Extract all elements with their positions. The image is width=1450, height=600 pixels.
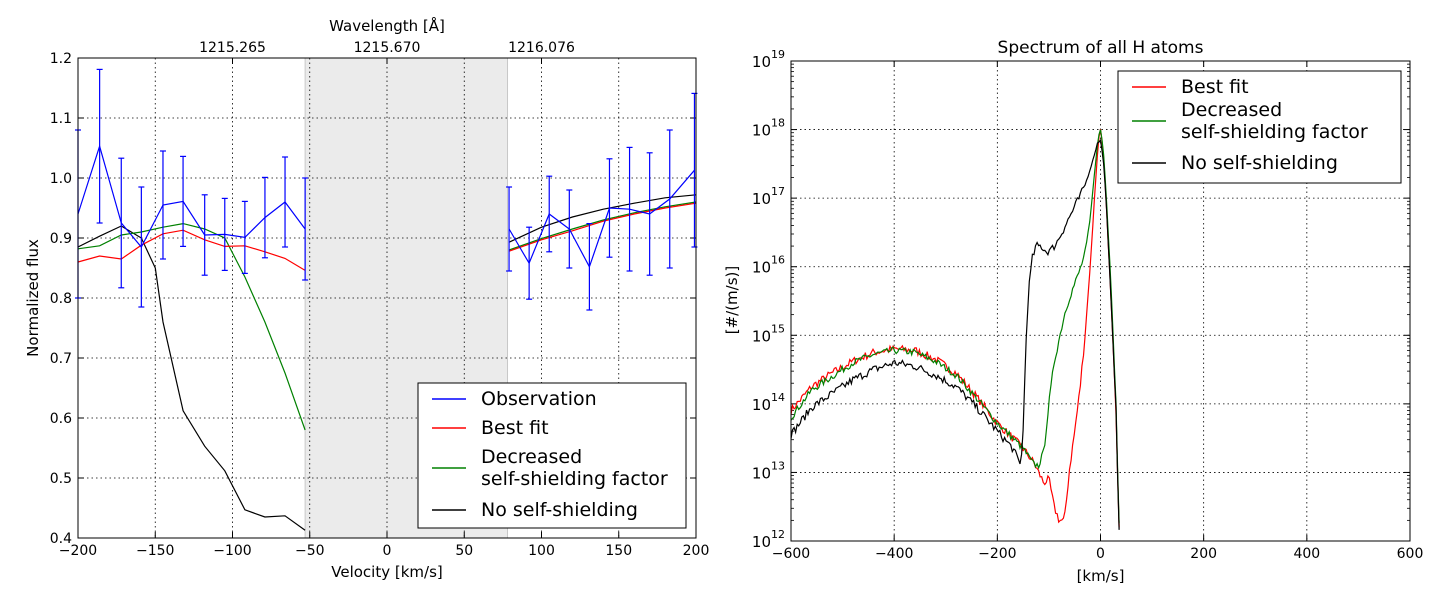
y-tick-label: 1.2 (50, 51, 72, 67)
plot-frame (77, 57, 697, 539)
y-tick-label: 0.4 (50, 531, 72, 547)
y-tick-exponent: 13 (771, 459, 785, 472)
y-tick-exponent: 17 (771, 185, 785, 198)
plot-frame (790, 60, 1411, 542)
series-decreased-self-shielding-factor (77, 201, 697, 431)
y-tick-base: 10 (752, 327, 771, 345)
x-tick-label: 400 (1293, 546, 1320, 562)
x-tick-label: 200 (1190, 546, 1217, 562)
x-tick-label: 0 (1096, 546, 1105, 562)
y-tick-base: 10 (752, 53, 771, 71)
x-tick-label: −150 (136, 543, 174, 559)
series-line-decreased-self-shielding-factor (791, 129, 1120, 524)
y-tick-base: 10 (752, 533, 771, 551)
x-axis-label: [km/s] (1077, 567, 1125, 585)
series-line-best-fit (791, 128, 1120, 528)
y-tick-base: 10 (752, 259, 771, 277)
x-tick-label: 0 (383, 543, 392, 559)
legend-label: Decreased (1181, 99, 1282, 121)
x-tick-label: 100 (528, 543, 555, 559)
series-line (508, 202, 697, 252)
chart-title: Spectrum of all H atoms (998, 38, 1204, 58)
y-tick-exponent: 18 (771, 117, 785, 130)
left-panel: −200 −150 −100 −50 0 50 100 150 200 0.4 0.5 0.6 0.7 0… (24, 16, 709, 581)
y-tick-base: 10 (752, 464, 771, 482)
legend-label: No self-shielding (1181, 152, 1338, 174)
y-axis-label: [#/(m/s)] (723, 266, 741, 335)
y-tick-base: 10 (752, 190, 771, 208)
y-tick-label: 0.7 (50, 351, 72, 367)
y-tick-exponent: 12 (771, 528, 785, 541)
legend-label: self-shielding factor (1181, 121, 1368, 143)
series-line (77, 225, 306, 531)
legend-box (1117, 70, 1402, 184)
y-tick-exponent: 19 (771, 48, 785, 61)
top-tick-label: 1216.076 (508, 40, 575, 56)
x-tick-label: −400 (875, 546, 913, 562)
x-tick-label: −100 (213, 543, 251, 559)
y-tick-label: 0.9 (50, 231, 72, 247)
series-line (77, 222, 306, 431)
y-tick-base: 10 (752, 396, 771, 414)
top-axis-label: Wavelength [Å] (329, 16, 445, 35)
x-tick-label: −200 (978, 546, 1016, 562)
legend-label: Best fit (481, 417, 549, 439)
y-tick-label: 0.5 (50, 471, 72, 487)
y-tick-base: 10 (752, 122, 771, 140)
y-tick-label: 0.8 (50, 291, 72, 307)
legend-label: self-shielding factor (481, 468, 668, 490)
top-tick-label: 1215.670 (354, 40, 421, 56)
x-tick-label: −600 (772, 546, 810, 562)
legend-box (417, 382, 687, 529)
y-tick-exponent: 16 (771, 254, 785, 267)
legend-label: Best fit (1181, 76, 1249, 98)
series-line (77, 144, 306, 249)
y-tick-exponent: 15 (771, 322, 785, 335)
series-best-fit (77, 202, 697, 271)
legend-label: No self-shielding (481, 499, 638, 521)
y-tick-label: 1.1 (50, 111, 72, 127)
series-line-no-self-shielding (791, 138, 1120, 530)
series-line (508, 169, 695, 269)
y-tick-label: 1.0 (50, 171, 72, 187)
top-tick-label: 1215.265 (199, 40, 266, 56)
y-axis-label: Normalized flux (24, 239, 42, 357)
legend-label: Observation (481, 388, 597, 410)
x-tick-label: −200 (59, 543, 97, 559)
series-line (77, 229, 306, 271)
x-tick-label: 150 (605, 543, 632, 559)
y-tick-label: 0.6 (50, 411, 72, 427)
x-tick-label: 50 (455, 543, 473, 559)
y-tick-exponent: 14 (771, 391, 785, 404)
legend-label: Decreased (481, 446, 582, 468)
x-axis-label: Velocity [km/s] (331, 563, 442, 581)
x-tick-label: 600 (1397, 546, 1424, 562)
series-line (508, 201, 697, 251)
x-tick-label: 200 (683, 543, 710, 559)
x-tick-label: −50 (295, 543, 325, 559)
legend: Observation Best fit Decreasedself-shieldi… (417, 382, 687, 529)
series-line (508, 194, 697, 243)
